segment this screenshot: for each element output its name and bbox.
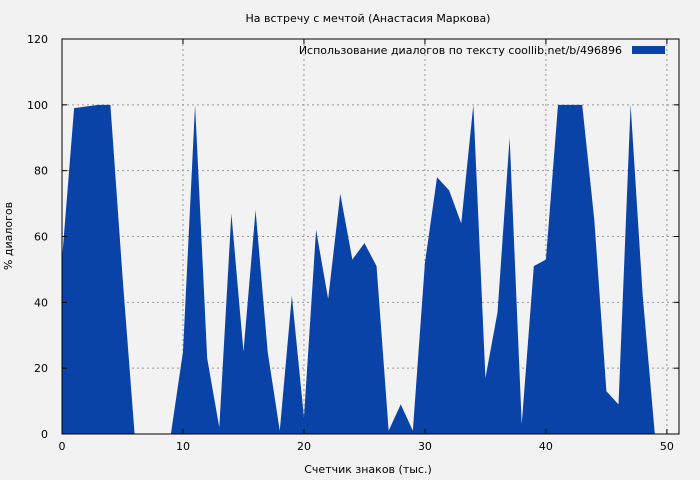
legend-label: Использование диалогов по тексту coollib… bbox=[299, 44, 622, 57]
y-tick-label: 60 bbox=[34, 231, 48, 244]
x-tick-label: 40 bbox=[539, 440, 553, 453]
x-tick-label: 10 bbox=[176, 440, 190, 453]
chart-title: На встречу с мечтой (Анастасия Маркова) bbox=[246, 12, 491, 25]
y-axis-label: % диалогов bbox=[2, 202, 15, 270]
ticks: 0 10 20 30 40 50 0 20 40 60 80 100 120 bbox=[27, 33, 679, 453]
x-tick-label: 20 bbox=[297, 440, 311, 453]
x-axis-label: Счетчик знаков (тыс.) bbox=[304, 463, 432, 476]
y-tick-label: 0 bbox=[41, 428, 48, 441]
x-tick-label: 0 bbox=[59, 440, 66, 453]
legend-swatch bbox=[632, 46, 665, 54]
grid bbox=[62, 38, 679, 434]
data-area bbox=[61, 104, 668, 435]
y-tick-label: 20 bbox=[34, 362, 48, 375]
y-tick-label: 80 bbox=[34, 165, 48, 178]
series-area-0 bbox=[62, 104, 667, 434]
x-tick-label: 30 bbox=[418, 440, 432, 453]
y-tick-label: 100 bbox=[27, 99, 48, 112]
legend: Использование диалогов по тексту coollib… bbox=[299, 44, 665, 57]
x-tick-label: 50 bbox=[660, 440, 674, 453]
y-tick-label: 120 bbox=[27, 33, 48, 46]
y-tick-label: 40 bbox=[34, 296, 48, 309]
